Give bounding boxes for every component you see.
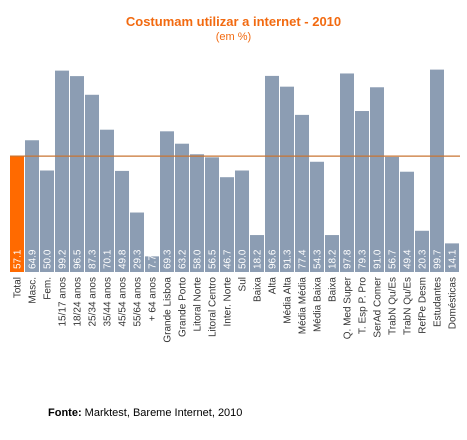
category-label-21: Baixa xyxy=(328,277,339,302)
value-label-29: 14.1 xyxy=(448,249,459,269)
category-label-17: Alta xyxy=(268,277,279,295)
chart-subtitle: (em %) xyxy=(215,31,252,43)
bar-17 xyxy=(265,75,279,273)
value-label-14: 46.7 xyxy=(223,249,234,269)
value-label-2: 50.0 xyxy=(43,249,54,269)
source-label: Fonte: xyxy=(48,407,82,419)
bar-16 xyxy=(250,235,264,272)
value-label-15: 50.0 xyxy=(238,249,249,269)
bar-0 xyxy=(10,156,24,272)
category-label-6: 35/44 anos xyxy=(103,277,114,327)
bar-28 xyxy=(430,69,444,272)
category-label-4: 18/24 anos xyxy=(73,277,84,327)
category-label-13: Litoral Centro xyxy=(208,277,219,337)
bar-5 xyxy=(85,94,99,272)
category-label-27: RefPe Desm xyxy=(418,277,429,334)
value-label-21: 18.2 xyxy=(328,249,339,269)
bar-18 xyxy=(280,86,294,272)
value-label-27: 20.3 xyxy=(418,249,429,269)
bar-1 xyxy=(25,140,39,272)
bar-9 xyxy=(145,256,159,272)
bar-2 xyxy=(40,170,54,272)
category-label-5: 25/34 anos xyxy=(88,277,99,327)
category-label-10: Grande Lisboa xyxy=(163,277,174,343)
bar-26 xyxy=(400,171,414,272)
value-label-0: 57.1 xyxy=(13,249,24,269)
value-label-17: 96.6 xyxy=(268,249,279,269)
value-label-6: 70.1 xyxy=(103,249,114,269)
bar-15 xyxy=(235,170,249,272)
category-label-15: Sul xyxy=(238,277,249,291)
bar-7 xyxy=(115,170,129,272)
category-label-7: 45/54 anos xyxy=(118,277,129,327)
value-label-24: 91.0 xyxy=(373,249,384,269)
category-label-16: Baixa xyxy=(253,277,264,302)
bar-3 xyxy=(55,70,69,273)
bar-23 xyxy=(355,111,369,273)
category-label-22: Q. Med Super xyxy=(343,276,354,339)
value-label-18: 91.3 xyxy=(283,249,294,269)
category-label-2: Fem. xyxy=(43,277,54,300)
value-label-23: 79.3 xyxy=(358,249,369,269)
category-label-12: Litoral Norte xyxy=(193,277,204,332)
category-label-11: Grande Porto xyxy=(178,277,189,337)
bar-4 xyxy=(70,76,84,272)
bar-27 xyxy=(415,230,429,272)
source-text: Marktest, Bareme Internet, 2010 xyxy=(81,407,243,419)
category-label-26: TrabN Qu/Es xyxy=(403,277,414,335)
value-label-4: 96.5 xyxy=(73,249,84,269)
value-label-5: 87.3 xyxy=(88,249,99,269)
category-label-29: Domésticas xyxy=(448,277,459,329)
value-label-19: 77.4 xyxy=(298,249,309,269)
bar-8 xyxy=(130,212,144,272)
category-label-20: Média Baixa xyxy=(313,277,324,332)
bar-29 xyxy=(445,243,459,272)
category-label-3: 15/17 anos xyxy=(58,277,69,327)
bar-24 xyxy=(370,87,384,273)
bar-14 xyxy=(220,177,234,272)
category-label-8: 55/64 anos xyxy=(133,277,144,327)
value-label-20: 54.3 xyxy=(313,249,324,269)
value-label-13: 56.5 xyxy=(208,249,219,269)
category-label-18: Média Alta xyxy=(283,277,294,324)
value-label-22: 97.8 xyxy=(343,249,354,269)
bar-22 xyxy=(340,73,354,272)
category-label-9: + 64 anos xyxy=(148,277,159,321)
source-note: Fonte: Marktest, Bareme Internet, 2010 xyxy=(48,407,242,419)
category-label-1: Masc. xyxy=(28,277,39,304)
bar-6 xyxy=(100,129,114,272)
bar-12 xyxy=(190,154,204,272)
value-label-7: 49.8 xyxy=(118,249,129,269)
value-label-26: 49.4 xyxy=(403,249,414,269)
bar-25 xyxy=(385,156,399,272)
bar-11 xyxy=(175,143,189,272)
bar-13 xyxy=(205,157,219,272)
value-label-1: 64.9 xyxy=(28,249,39,269)
category-label-14: Inter. Norte xyxy=(223,277,234,327)
value-label-10: 69.3 xyxy=(163,249,174,269)
category-label-23: T. Esp P. Pro xyxy=(358,277,369,335)
category-label-19: Média Média xyxy=(298,277,309,335)
value-label-3: 99.2 xyxy=(58,249,69,269)
bar-10 xyxy=(160,131,174,272)
category-label-25: TrabN Qu/Es xyxy=(388,277,399,335)
value-label-11: 63.2 xyxy=(178,249,189,269)
bar-21 xyxy=(325,235,339,272)
value-label-28: 99.7 xyxy=(433,249,444,269)
bar-20 xyxy=(310,161,324,272)
value-label-9: 7.7 xyxy=(148,255,159,269)
value-label-16: 18.2 xyxy=(253,249,264,269)
bar-19 xyxy=(295,114,309,272)
category-label-28: Estudantes xyxy=(433,277,444,327)
value-label-12: 58.0 xyxy=(193,249,204,269)
chart-title: Costumam utilizar a internet - 2010 xyxy=(125,14,342,29)
value-label-8: 29.3 xyxy=(133,249,144,269)
category-label-24: SerAd Comer xyxy=(373,276,384,337)
value-label-25: 56.7 xyxy=(388,249,399,269)
category-label-0: Total xyxy=(13,277,24,298)
